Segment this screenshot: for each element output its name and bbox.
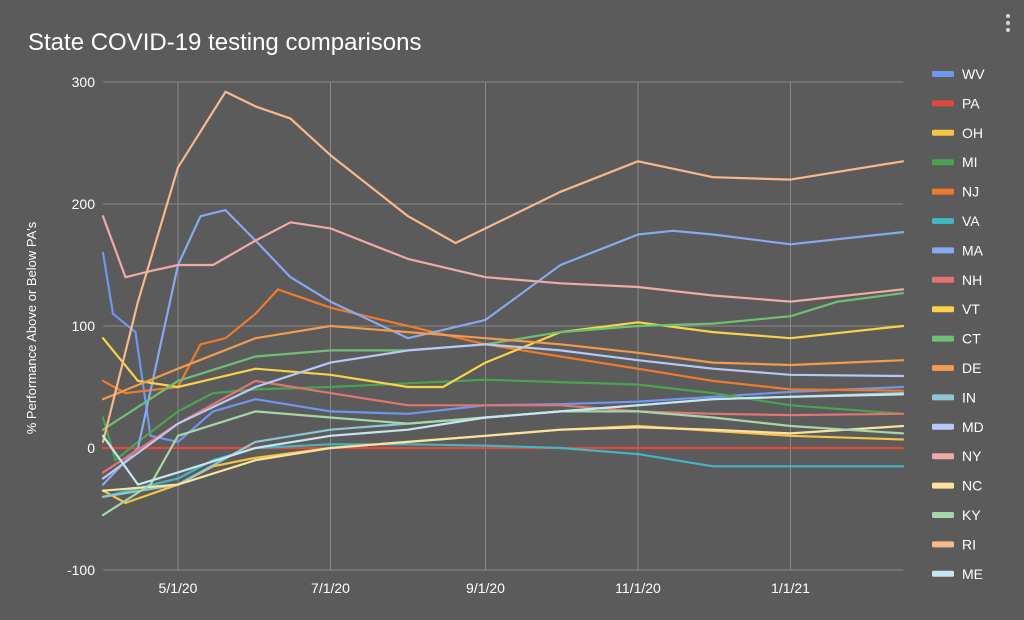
legend-label: MI xyxy=(962,154,978,170)
y-tick-label: 0 xyxy=(87,440,95,456)
legend-item-in: IN xyxy=(932,389,976,405)
y-tick-label: 100 xyxy=(72,318,96,334)
legend-swatch xyxy=(932,570,954,577)
chart-title: State COVID-19 testing comparisons xyxy=(28,29,422,56)
legend-item-pa: PA xyxy=(932,95,980,111)
legend-label: DE xyxy=(962,360,981,376)
legend-label: RI xyxy=(962,536,976,552)
legend-swatch xyxy=(932,159,954,166)
x-tick-label: 5/1/20 xyxy=(159,580,198,596)
legend-swatch xyxy=(932,247,954,254)
series-line-ky xyxy=(101,410,905,517)
legend-swatch xyxy=(932,218,954,224)
legend-item-ri: RI xyxy=(932,536,976,552)
legend-item-nj: NJ xyxy=(932,184,979,200)
legend-item-ma: MA xyxy=(932,242,984,258)
series-line-ma xyxy=(101,209,905,486)
legend-swatch xyxy=(932,512,954,518)
legend-label: VA xyxy=(962,213,980,229)
legend-item-wv: WV xyxy=(932,66,985,82)
legend-swatch xyxy=(932,129,954,136)
series-line-vt xyxy=(101,321,905,389)
y-axis-label: % Performance Above or Below PA's xyxy=(24,221,39,434)
series-line-nh xyxy=(101,379,905,474)
legend-label: ME xyxy=(962,566,983,582)
series-line-oh xyxy=(101,424,905,504)
legend-item-vt: VT xyxy=(932,301,980,317)
series-line-nj xyxy=(101,288,905,395)
legend-item-ny: NY xyxy=(932,448,982,464)
legend-swatch xyxy=(932,306,954,313)
kebab-menu-icon[interactable] xyxy=(1006,14,1010,32)
legend-item-mi: MI xyxy=(932,154,978,170)
legend-swatch xyxy=(932,482,954,489)
series-line-me xyxy=(101,393,905,486)
legend-swatch xyxy=(932,365,954,371)
legend-swatch xyxy=(932,541,954,548)
series-line-ri xyxy=(101,90,905,443)
legend-item-va: VA xyxy=(932,213,980,229)
legend-swatch xyxy=(932,100,954,107)
legend-item-nc: NC xyxy=(932,478,982,494)
legend-swatch xyxy=(932,335,954,342)
y-tick-label: 300 xyxy=(72,74,96,90)
y-tick-label: 200 xyxy=(72,196,96,212)
legend-item-de: DE xyxy=(932,360,981,376)
legend-swatch xyxy=(932,71,954,77)
legend-item-md: MD xyxy=(932,419,984,435)
series-lines xyxy=(101,90,905,517)
legend-label: IN xyxy=(962,389,976,405)
legend-swatch xyxy=(932,276,954,283)
series-line-md xyxy=(101,343,905,480)
legend-item-ky: KY xyxy=(932,507,981,523)
legend-item-oh: OH xyxy=(932,125,983,141)
y-tick-labels: -100 0 100 200 300 xyxy=(67,74,95,578)
legend-label: PA xyxy=(962,95,980,111)
legend-swatch xyxy=(932,423,954,430)
x-tick-labels: 5/1/20 7/1/20 9/1/20 11/1/20 1/1/21 xyxy=(159,580,811,596)
series-line-ct xyxy=(101,292,905,431)
y-tick-label: -100 xyxy=(67,562,95,578)
legend-swatch xyxy=(932,394,954,401)
legend-swatch xyxy=(932,188,954,195)
series-line-nc xyxy=(101,424,905,492)
legend-label: WV xyxy=(962,66,985,82)
legend-label: KY xyxy=(962,507,981,523)
x-tick-label: 1/1/21 xyxy=(771,580,810,596)
legend-item-ct: CT xyxy=(932,331,981,347)
x-tick-label: 7/1/20 xyxy=(311,580,350,596)
legend-label: NC xyxy=(962,478,982,494)
legend-label: CT xyxy=(962,331,981,347)
legend-label: MD xyxy=(962,419,984,435)
series-line-de xyxy=(101,324,905,401)
legend-label: OH xyxy=(962,125,983,141)
legend-item-nh: NH xyxy=(932,272,982,288)
legend-swatch xyxy=(932,453,954,460)
series-line-mi xyxy=(101,378,905,462)
legend-label: VT xyxy=(962,301,980,317)
series-line-ny xyxy=(101,215,905,303)
legend-label: MA xyxy=(962,242,984,258)
legend-label: NH xyxy=(962,272,982,288)
x-tick-label: 9/1/20 xyxy=(466,580,505,596)
series-line-wv xyxy=(101,251,905,443)
legend: WV PA OH MI NJ VA MA NH VT CT DE IN MD NY NC KY RI ME xyxy=(932,66,985,582)
legend-label: NJ xyxy=(962,184,979,200)
x-tick-label: 11/1/20 xyxy=(615,580,661,596)
legend-label: NY xyxy=(962,448,982,464)
legend-item-me: ME xyxy=(932,566,983,582)
grid xyxy=(103,81,903,571)
